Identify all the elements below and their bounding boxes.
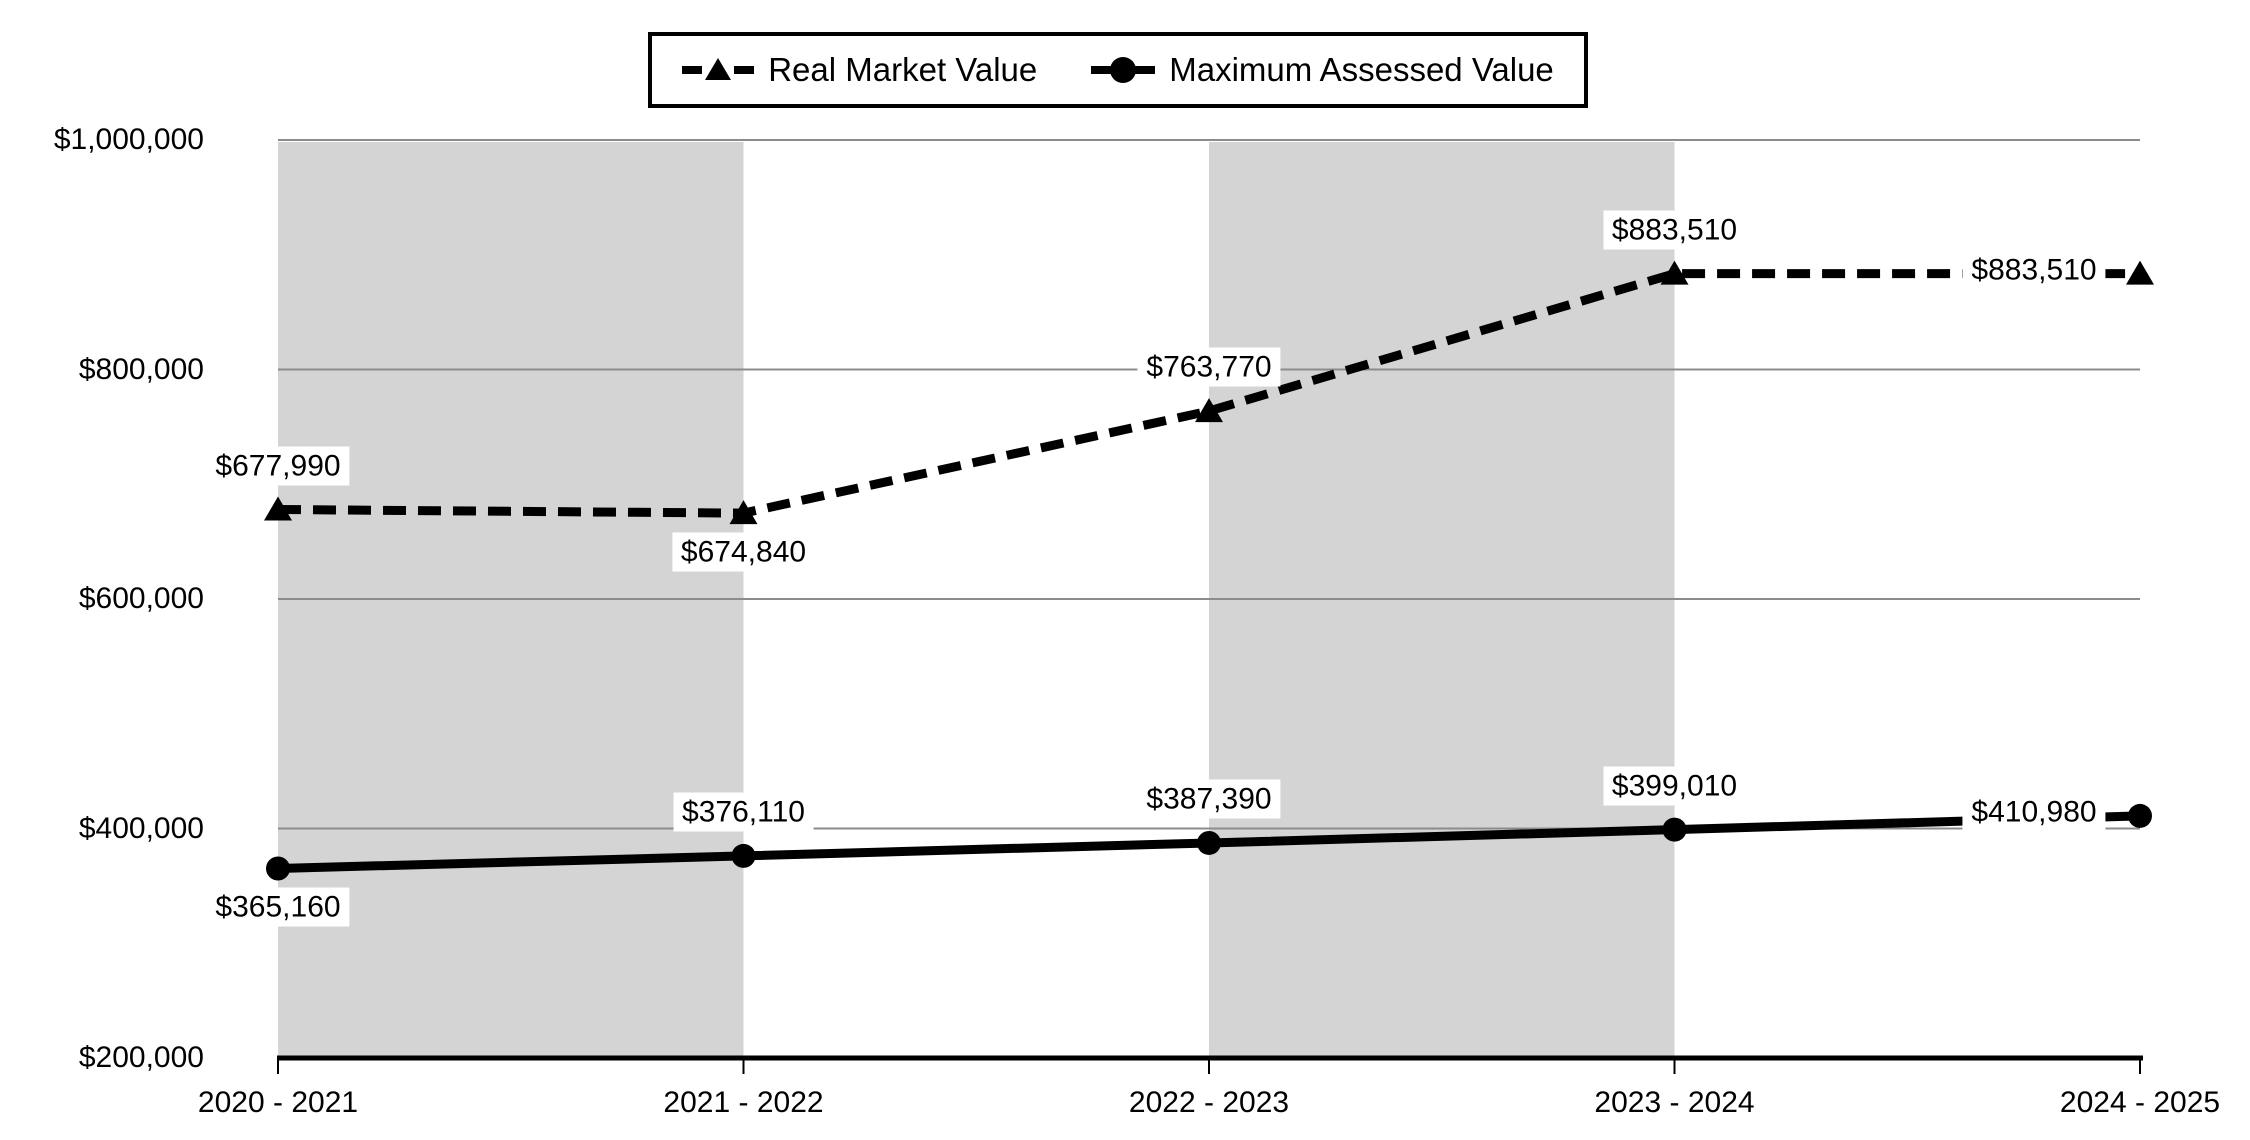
data-label: $883,510 bbox=[1602, 210, 1747, 250]
data-label: $365,160 bbox=[206, 887, 350, 927]
marker-circle-icon bbox=[1197, 830, 1221, 855]
marker-triangle-icon bbox=[729, 500, 758, 525]
x-axis-label: 2024 - 2025 bbox=[2059, 1086, 2221, 1119]
marker-triangle-icon bbox=[2126, 260, 2154, 285]
y-axis-label: $800,000 bbox=[78, 352, 204, 386]
x-axis-label: 2021 - 2022 bbox=[663, 1086, 824, 1119]
data-label: $677,990 bbox=[206, 446, 350, 485]
y-axis-label: $600,000 bbox=[78, 582, 204, 615]
data-label: $399,010 bbox=[1602, 766, 1747, 806]
data-label: $763,770 bbox=[1137, 347, 1281, 387]
dashed-line-triangle-marker-icon bbox=[682, 58, 755, 80]
marker-triangle-icon bbox=[1195, 398, 1223, 423]
x-axis-label: 2023 - 2024 bbox=[1594, 1086, 1755, 1119]
legend-item-real-market-value: Real Market Value bbox=[682, 53, 1037, 87]
data-label: $376,110 bbox=[673, 792, 814, 832]
x-axis-label: 2022 - 2023 bbox=[1128, 1086, 1290, 1119]
data-label: $883,510 bbox=[1962, 250, 2106, 290]
y-axis-label: $1,000,000 bbox=[53, 123, 204, 156]
marker-circle-icon bbox=[731, 843, 756, 868]
x-axis-label: 2020 - 2021 bbox=[197, 1086, 359, 1119]
solid-line-circle-marker-icon bbox=[1091, 57, 1156, 83]
series-line-real-market-value bbox=[277, 269, 2140, 518]
marker-circle-icon bbox=[266, 856, 290, 881]
data-label: $410,980 bbox=[1962, 792, 2106, 832]
marker-circle-icon bbox=[1662, 817, 1687, 842]
legend-label-maximum-assessed-value: Maximum Assessed Value bbox=[1169, 51, 1554, 88]
legend-label-real-market-value: Real Market Value bbox=[768, 51, 1038, 88]
marker-circle-icon bbox=[2128, 803, 2152, 828]
data-label: $387,390 bbox=[1137, 779, 1281, 819]
legend-item-maximum-assessed-value: Maximum Assessed Value bbox=[1091, 53, 1554, 87]
y-axis-label: $400,000 bbox=[78, 811, 204, 845]
data-label: $674,840 bbox=[671, 532, 816, 572]
y-axis-label: $200,000 bbox=[78, 1041, 204, 1074]
legend: Real Market Value Maximum Assessed Value bbox=[648, 32, 1588, 108]
marker-triangle-icon bbox=[1660, 260, 1689, 285]
marker-triangle-icon bbox=[264, 496, 292, 521]
